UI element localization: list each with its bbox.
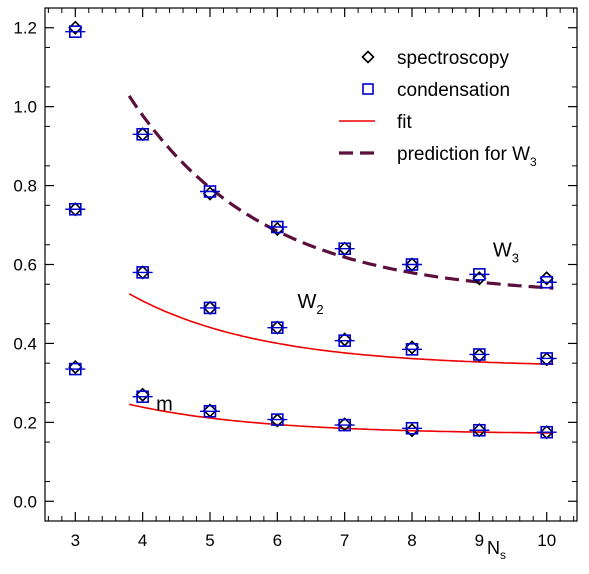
condensation-point (405, 258, 419, 271)
y-tick-label: 0.6 (13, 256, 37, 275)
condensation-point (136, 390, 149, 403)
axes-layer (44, 7, 578, 522)
legend-marker-square (362, 83, 374, 95)
fit-curve (128, 293, 554, 365)
x-tick-label: 3 (71, 531, 80, 550)
curve-annotation: m (156, 394, 173, 416)
condensation-point (203, 185, 217, 198)
fit-curve (129, 403, 554, 434)
annotations-layer: W3 W2 m (156, 240, 519, 416)
legend: spectroscopy condensation fit prediction fo… (339, 48, 537, 169)
condensation-point (69, 25, 82, 38)
y-tick-label: 0.0 (13, 492, 37, 511)
condensation-point (540, 425, 553, 439)
spectroscopy-point (539, 352, 554, 367)
condensation-point (338, 334, 351, 347)
condensation-point (271, 220, 284, 234)
condensation-point (405, 421, 419, 435)
legend-label: prediction for W3 (397, 144, 537, 169)
condensation-point (405, 343, 419, 356)
legend-label: fit (397, 112, 413, 133)
x-tick-label: 4 (138, 531, 147, 550)
points-layer (65, 20, 557, 440)
condensation-point (69, 202, 82, 216)
curve-annotation: W2 (298, 291, 324, 317)
condensation-point (203, 404, 217, 418)
y-tick-label: 0.2 (13, 413, 37, 432)
condensation-point (271, 413, 284, 426)
tick-labels-layer: 3 4 5 6 7 8 9 10 0.0 0.2 0.4 0.6 0.8 1.0 1.2 Ns (13, 19, 556, 562)
x-tick-label: 5 (205, 531, 214, 550)
spectroscopy-point (404, 340, 420, 355)
y-tick-label: 0.4 (13, 334, 37, 353)
condensation-point (136, 127, 149, 141)
spectroscopy-point (68, 359, 83, 375)
x-tick-label: 7 (340, 531, 349, 550)
spectroscopy-point (472, 271, 487, 286)
condensation-point (540, 352, 553, 365)
y-tick-label: 1.0 (13, 98, 37, 117)
spectroscopy-point (472, 348, 487, 363)
spectroscopy-point (270, 413, 285, 428)
condensation-point (69, 362, 82, 376)
condensation-point (473, 348, 486, 361)
condensation-point (338, 242, 351, 256)
x-tick-label: 10 (537, 531, 556, 550)
condensation-point (540, 275, 553, 289)
y-tick-label: 0.8 (13, 177, 37, 196)
condensation-point (338, 418, 351, 432)
y-tick-label: 1.2 (13, 19, 37, 38)
x-tick-label: 8 (407, 531, 416, 550)
spectroscopy-point (135, 387, 150, 402)
curve-annotation: W3 (493, 240, 519, 266)
condensation-point (136, 266, 149, 279)
condensation-point (271, 321, 284, 334)
legend-label: spectroscopy (397, 48, 509, 69)
condensation-point (473, 268, 486, 281)
legend-marker-diamond (361, 50, 375, 64)
prediction-curve (127, 95, 554, 290)
x-tick-label: 9 (475, 531, 484, 550)
legend-label: condensation (397, 80, 510, 101)
x-tick-label: 6 (273, 531, 282, 550)
condensation-point (203, 301, 217, 315)
x-axis-label: Ns (487, 538, 506, 562)
condensation-point (473, 423, 486, 437)
